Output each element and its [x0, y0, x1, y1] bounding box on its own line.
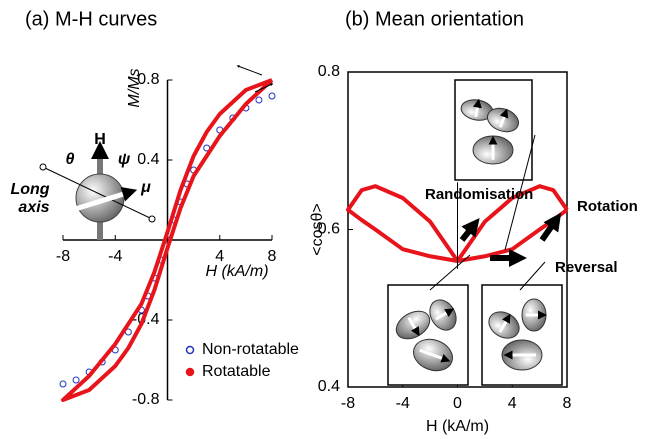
leader — [519, 261, 546, 291]
x-tick-label: -8 — [341, 395, 355, 412]
y-tick-label: 0.8 — [318, 63, 340, 80]
moment-arrow — [419, 348, 451, 363]
x-tick-label: -8 — [56, 248, 70, 265]
legend-marker — [185, 367, 195, 377]
data-line — [346, 184, 569, 263]
annotation: Rotation — [577, 198, 638, 215]
chart-a: (a) M-H curves -8 -4 4 8 -0.8 -0.4 0.4 0.8 H (kA/… — [10, 8, 299, 408]
y-tick-label: 0.8 — [137, 71, 159, 88]
annotation: Randomisation — [425, 186, 533, 203]
moment-arrow — [71, 187, 138, 213]
inset-box — [454, 79, 533, 181]
x-tick-label: 0 — [453, 395, 462, 412]
x-axis-label: H (kA/m) — [426, 418, 489, 435]
legend-label: Non-rotatable — [202, 341, 299, 358]
data-point — [72, 376, 80, 384]
moment-arrow — [498, 108, 509, 128]
chart-title: (b) Mean orientation — [345, 8, 524, 30]
inset-label: H — [94, 131, 106, 148]
data-point — [255, 96, 263, 104]
inset-label: ψ — [118, 151, 131, 168]
inset-label: μ — [140, 179, 151, 196]
legend-marker — [185, 345, 195, 355]
chart-title: (a) M-H curves — [25, 8, 157, 30]
leader — [429, 254, 471, 291]
leader — [504, 134, 536, 251]
x-tick-label: -4 — [108, 248, 122, 265]
moment-arrow — [407, 316, 420, 337]
legend-label: Rotatable — [202, 363, 271, 380]
x-tick-label: 4 — [508, 395, 517, 412]
y-tick-label: 0.4 — [137, 151, 159, 168]
inset-label: axis — [18, 199, 49, 216]
moment-arrow — [434, 308, 455, 321]
y-axis-label: M/Ms — [126, 68, 143, 107]
moment-arrow — [473, 98, 482, 118]
moment-arrow — [498, 313, 511, 334]
chart-b: (b) Mean orientation -8 -4 0 4 8 0.4 0.6 0.8 H (k… — [309, 8, 638, 435]
big-arrow — [459, 217, 480, 242]
x-axis-label: H (kA/m) — [205, 263, 268, 280]
x-tick-label: 4 — [215, 248, 224, 265]
y-tick-label: 0.6 — [318, 221, 340, 238]
big-arrow — [539, 212, 562, 242]
data-line — [61, 78, 274, 402]
sweep-arrow — [254, 83, 274, 93]
y-tick-label: -0.8 — [132, 391, 160, 408]
y-axis-label: <cosθ> — [309, 203, 326, 255]
data-point — [268, 92, 276, 100]
axis-end — [148, 215, 156, 223]
x-tick-label: 8 — [563, 395, 572, 412]
y-tick-label: -0.4 — [132, 311, 160, 328]
y-tick-label: 0.4 — [318, 378, 340, 395]
inset-label: Long — [10, 181, 49, 198]
x-tick-label: 8 — [268, 248, 277, 265]
long-axis — [44, 167, 151, 219]
data-point — [59, 380, 67, 388]
sweep-arrow — [236, 65, 263, 76]
annotation: Reversal — [555, 259, 618, 276]
inset-label: θ — [66, 151, 75, 168]
axis-end — [39, 163, 47, 171]
x-tick-label: -4 — [396, 395, 410, 412]
